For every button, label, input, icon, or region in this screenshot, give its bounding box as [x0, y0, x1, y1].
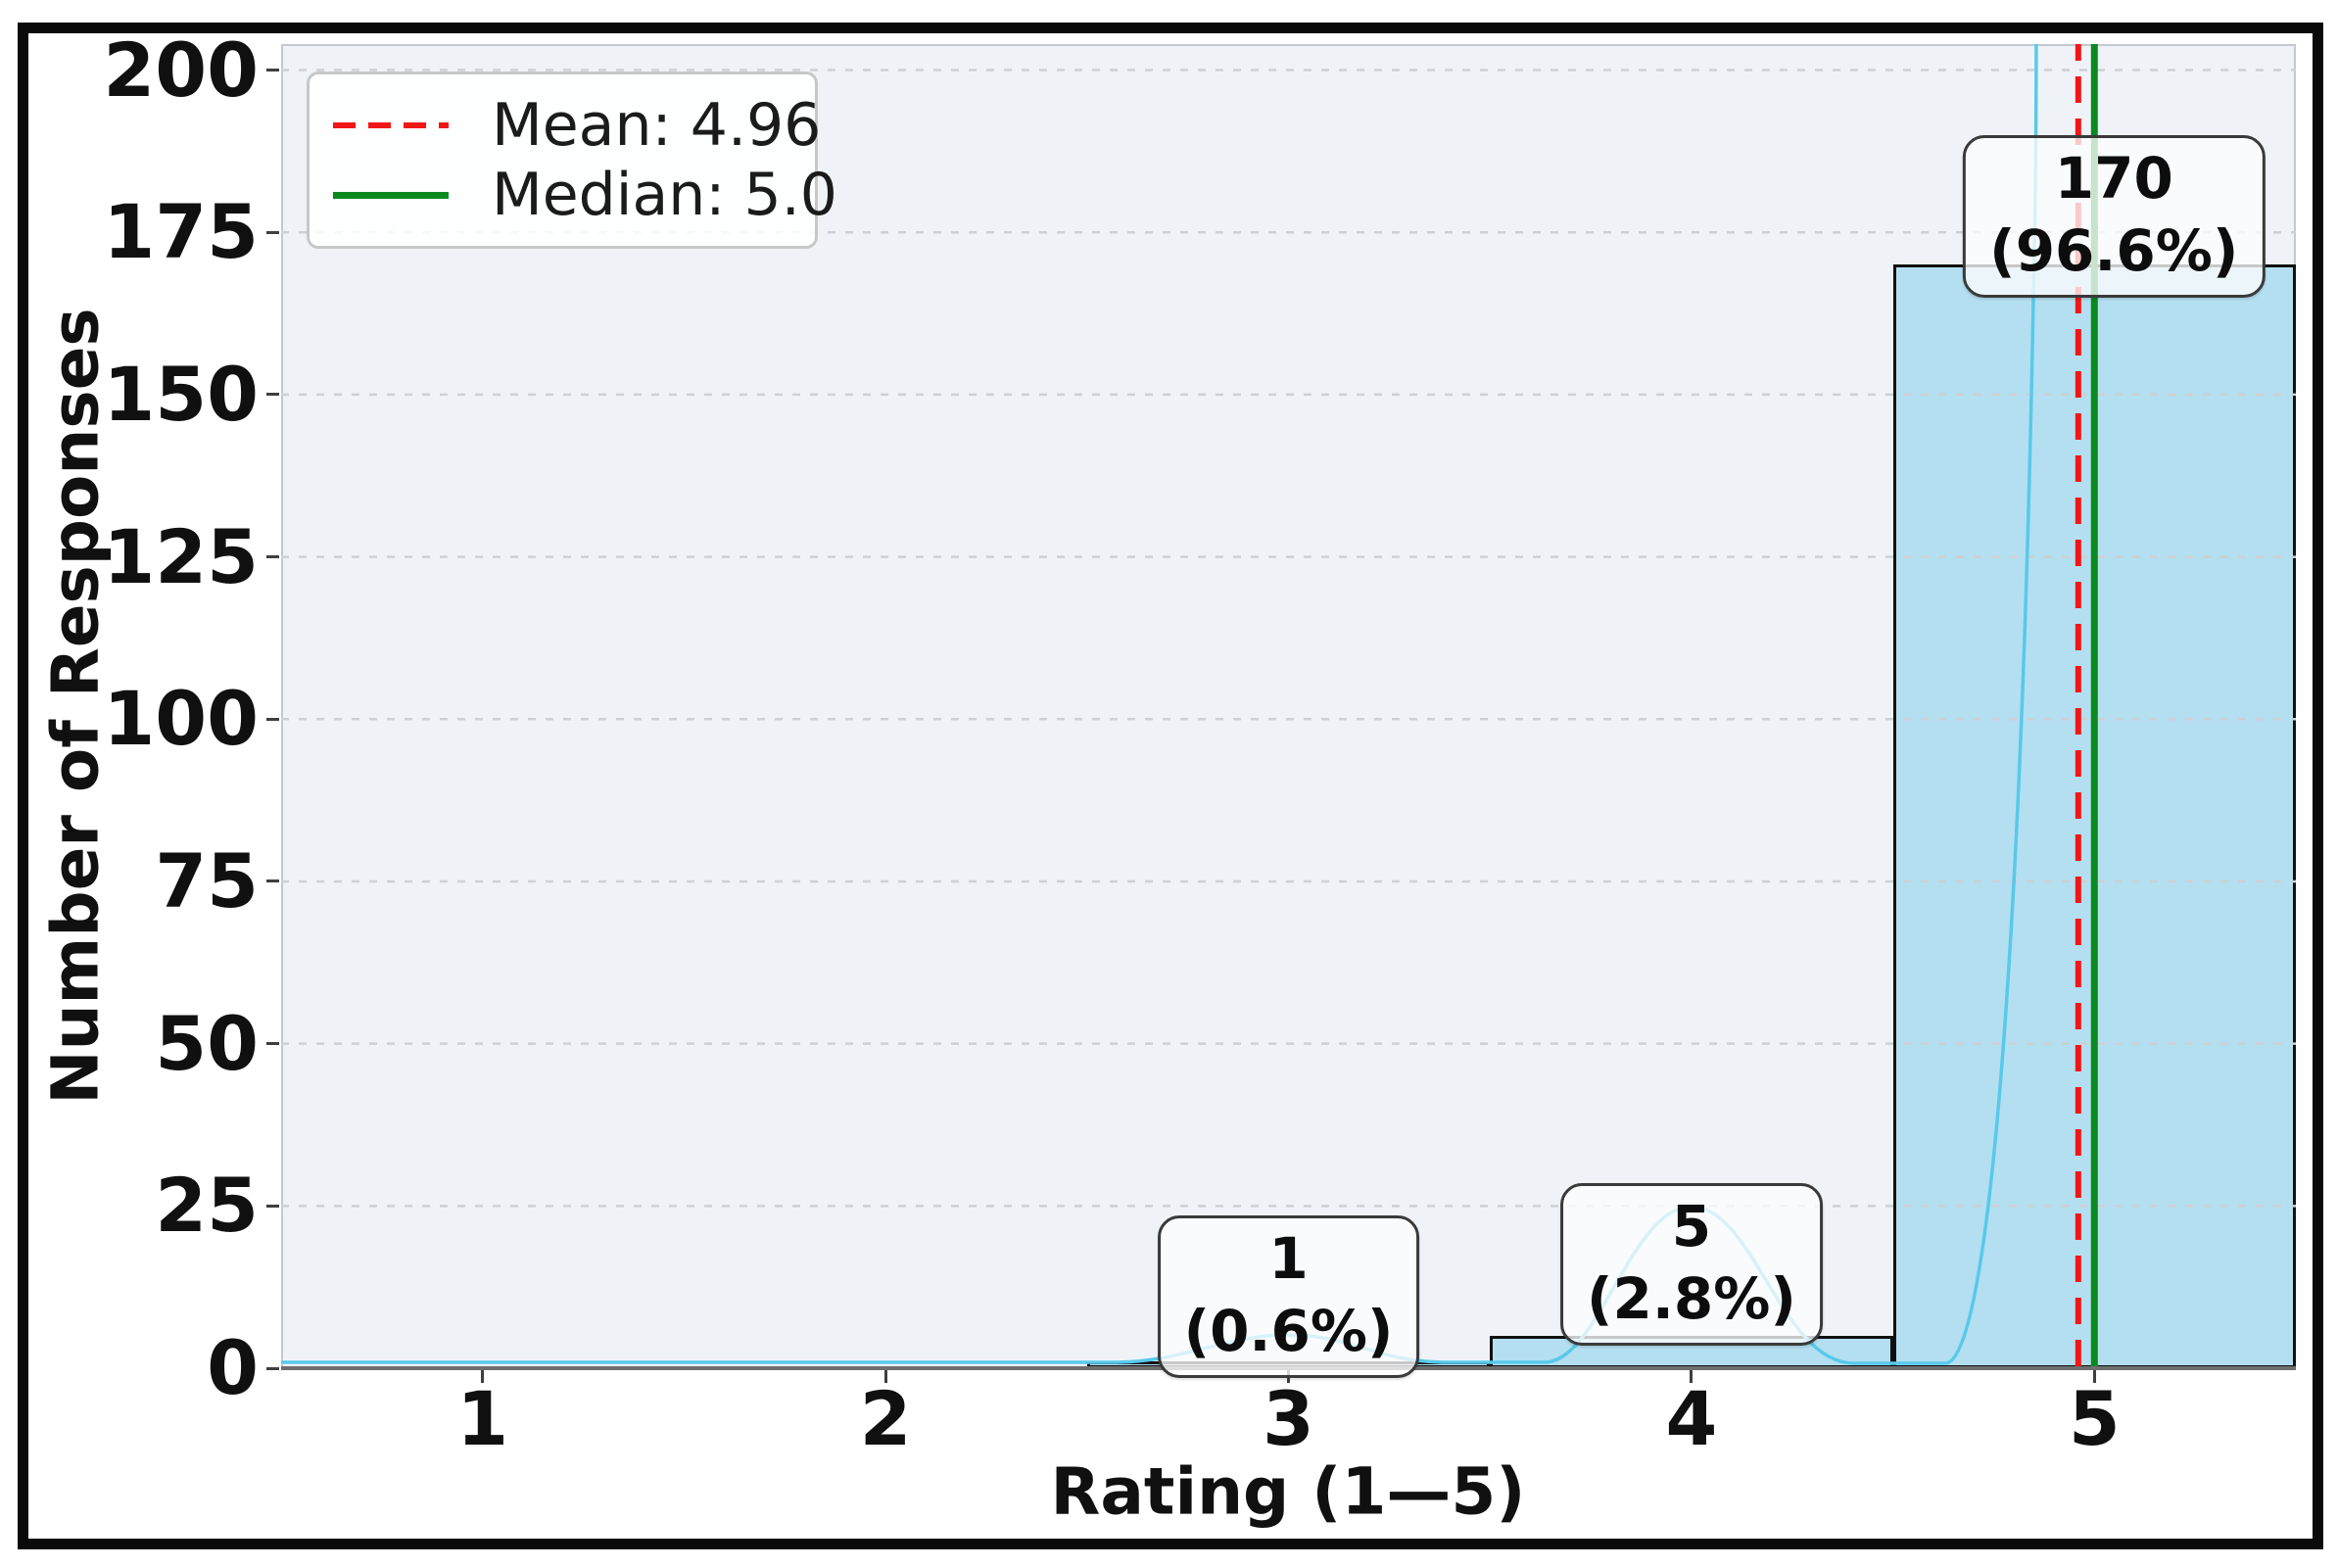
y-tick-mark-100: [266, 717, 279, 721]
y-tick-label-75: 75: [155, 836, 259, 925]
annotation-percent: (0.6%): [1183, 1298, 1394, 1365]
y-tick-mark-175: [266, 230, 279, 234]
x-axis-label: Rating (1—5): [1050, 1453, 1526, 1530]
legend: Mean: 4.96 Median: 5.0: [307, 71, 837, 249]
x-tick-mark-4: [1690, 1370, 1693, 1383]
y-tick-mark-0: [266, 1366, 279, 1370]
histogram-bar-rating-5: [1892, 264, 2296, 1368]
y-tick-mark-125: [266, 555, 279, 559]
y-tick-label-200: 200: [103, 25, 259, 114]
x-tick-mark-1: [481, 1370, 485, 1383]
x-tick-label-2: 2: [859, 1375, 912, 1462]
mean-dashed-line-swatch: [333, 121, 449, 128]
y-tick-mark-50: [266, 1042, 279, 1046]
annotation-percent: (96.6%): [1989, 217, 2239, 285]
annotation-count: 170: [2054, 145, 2173, 212]
y-tick-label-0: 0: [207, 1324, 259, 1411]
legend-mean-label: Mean: 4.96: [492, 90, 822, 160]
legend-item-median: Median: 5.0: [333, 161, 837, 231]
x-tick-label-5: 5: [2068, 1375, 2121, 1462]
y-tick-mark-200: [266, 69, 279, 71]
y-tick-mark-75: [266, 879, 279, 883]
annotation-rating-3: 1 (0.6%): [1157, 1215, 1420, 1379]
y-tick-label-25: 25: [155, 1162, 259, 1250]
x-tick-mark-2: [883, 1370, 887, 1383]
y-axis-label: Number of Responses: [37, 308, 114, 1105]
legend-median-label: Median: 5.0: [492, 161, 837, 230]
legend-item-mean: Mean: 4.96: [333, 90, 821, 161]
annotation-count: 1: [1268, 1225, 1309, 1292]
x-tick-mark-5: [2092, 1370, 2096, 1383]
y-tick-label-175: 175: [103, 188, 259, 276]
y-tick-mark-25: [266, 1204, 279, 1208]
median-solid-line-swatch: [333, 192, 449, 199]
annotation-count: 5: [1671, 1193, 1712, 1259]
annotation-rating-5: 170 (96.6%): [1963, 135, 2265, 299]
y-tick-label-125: 125: [103, 512, 259, 600]
y-tick-label-100: 100: [103, 675, 259, 763]
x-tick-label-3: 3: [1263, 1375, 1314, 1462]
annotation-rating-4: 5 (2.8%): [1559, 1183, 1823, 1347]
annotation-percent: (2.8%): [1586, 1265, 1796, 1333]
x-tick-label-4: 4: [1665, 1375, 1718, 1462]
y-tick-mark-150: [266, 393, 279, 397]
figure-border: [18, 23, 2323, 1549]
y-tick-label-50: 50: [155, 999, 259, 1087]
y-tick-label-150: 150: [103, 350, 259, 438]
x-tick-label-1: 1: [456, 1375, 509, 1462]
